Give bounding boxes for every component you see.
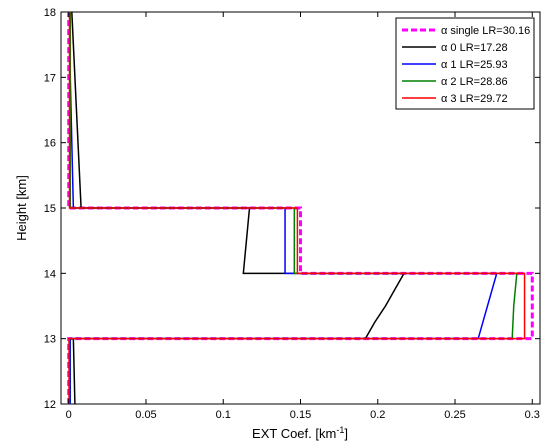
x-tick-label: 0: [66, 409, 72, 421]
x-tick-label: 0.25: [444, 409, 465, 421]
legend: α single LR=30.16 α 0 LR=17.28 α 1 LR=25.9…: [395, 17, 535, 110]
legend-label-3: α 2 LR=28.86: [441, 76, 508, 88]
legend-label-1: α 0 LR=17.28: [441, 42, 508, 54]
x-tick-labels: 0 0.05 0.1 0.15 0.2 0.25 0.3: [66, 409, 540, 421]
y-tick-label: 16: [44, 138, 56, 150]
legend-label-0: α single LR=30.16: [441, 25, 530, 37]
x-tick-label: 0.1: [216, 409, 231, 421]
y-tick-label: 18: [44, 7, 56, 19]
x-tick-label: 0.15: [290, 409, 311, 421]
series-line-4: [68, 12, 526, 404]
y-tick-label: 14: [44, 268, 56, 280]
x-tick-label: 0.05: [135, 409, 156, 421]
x-axis-label-superscript: -1: [336, 425, 344, 435]
legend-label-4: α 3 LR=29.72: [441, 93, 508, 105]
y-tick-label: 12: [44, 399, 56, 411]
series-layer: [67, 11, 534, 405]
ticks-layer: [61, 11, 540, 405]
y-tick-label: 13: [44, 334, 56, 346]
y-tick-labels: 12 13 14 15 16 17 18: [44, 7, 56, 411]
x-tick-label: 0.2: [370, 409, 385, 421]
series-line-1: [71, 11, 406, 405]
y-tick-label: 17: [44, 72, 56, 84]
y-axis-label: Height [km]: [14, 175, 29, 241]
legend-label-2: α 1 LR=25.93: [441, 59, 508, 71]
x-tick-label: 0.3: [525, 409, 540, 421]
y-tick-label: 15: [44, 203, 56, 215]
x-axis-label: EXT Coef. [km-1]: [252, 425, 348, 441]
